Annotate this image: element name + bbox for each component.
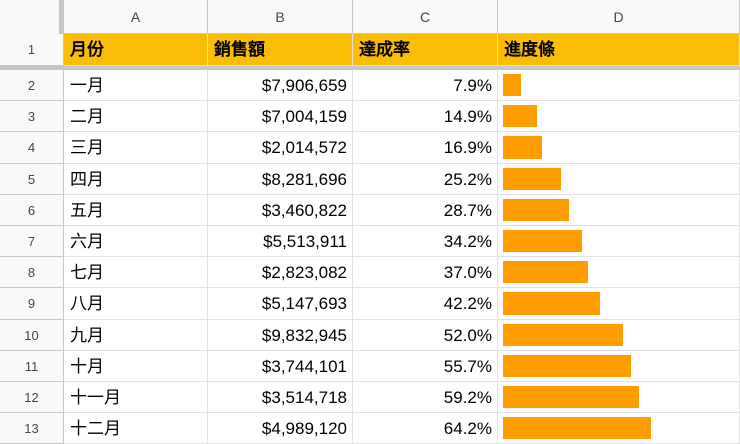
progress-cell[interactable]: [498, 320, 740, 351]
header-cell-sales[interactable]: 銷售額: [208, 34, 353, 66]
month-cell[interactable]: 四月: [64, 164, 208, 195]
month-cell[interactable]: 六月: [64, 226, 208, 257]
progress-cell[interactable]: [498, 101, 740, 132]
row-header[interactable]: 13: [0, 413, 64, 444]
progress-bar: [503, 417, 651, 439]
sales-cell[interactable]: $5,147,693: [208, 288, 353, 320]
column-header-bar: A B C D: [0, 0, 740, 34]
progress-cell[interactable]: [498, 226, 740, 257]
rate-cell[interactable]: 28.7%: [353, 195, 498, 226]
row-header[interactable]: 7: [0, 226, 64, 257]
month-cell[interactable]: 十二月: [64, 413, 208, 444]
month-cell[interactable]: 八月: [64, 288, 208, 320]
progress-cell[interactable]: [498, 351, 740, 382]
row-header[interactable]: 5: [0, 164, 64, 195]
row-header[interactable]: 4: [0, 132, 64, 164]
rate-cell[interactable]: 16.9%: [353, 132, 498, 164]
month-cell[interactable]: 九月: [64, 320, 208, 351]
column-header-d[interactable]: D: [498, 0, 740, 34]
sales-cell[interactable]: $3,744,101: [208, 351, 353, 382]
progress-cell[interactable]: [498, 288, 740, 320]
sales-cell[interactable]: $5,513,911: [208, 226, 353, 257]
progress-bar: [503, 386, 639, 408]
progress-bar: [503, 199, 569, 221]
rate-cell[interactable]: 37.0%: [353, 257, 498, 288]
rate-cell[interactable]: 59.2%: [353, 382, 498, 413]
progress-cell[interactable]: [498, 413, 740, 444]
rate-cell[interactable]: 7.9%: [353, 70, 498, 101]
progress-cell[interactable]: [498, 164, 740, 195]
progress-bar: [503, 355, 631, 377]
rate-cell[interactable]: 42.2%: [353, 288, 498, 320]
sales-cell[interactable]: $9,832,945: [208, 320, 353, 351]
progress-bar: [503, 292, 600, 315]
header-cell-month[interactable]: 月份: [64, 34, 208, 66]
sales-cell[interactable]: $2,823,082: [208, 257, 353, 288]
progress-bar: [503, 105, 537, 127]
month-cell[interactable]: 七月: [64, 257, 208, 288]
progress-bar: [503, 230, 582, 252]
column-header-b[interactable]: B: [208, 0, 353, 34]
sales-cell[interactable]: $4,989,120: [208, 413, 353, 444]
sales-cell[interactable]: $2,014,572: [208, 132, 353, 164]
rate-cell[interactable]: 25.2%: [353, 164, 498, 195]
rate-cell[interactable]: 14.9%: [353, 101, 498, 132]
rate-cell[interactable]: 55.7%: [353, 351, 498, 382]
frozen-row-divider[interactable]: [0, 66, 740, 70]
progress-bar: [503, 324, 623, 346]
row-header-1[interactable]: 1: [0, 34, 64, 66]
month-cell[interactable]: 十月: [64, 351, 208, 382]
sales-cell[interactable]: $8,281,696: [208, 164, 353, 195]
month-cell[interactable]: 二月: [64, 101, 208, 132]
row-header[interactable]: 3: [0, 101, 64, 132]
header-cell-rate[interactable]: 達成率: [353, 34, 498, 66]
rate-cell[interactable]: 34.2%: [353, 226, 498, 257]
select-all-corner[interactable]: [0, 0, 64, 34]
progress-cell[interactable]: [498, 132, 740, 164]
progress-bar: [503, 136, 542, 159]
row-header[interactable]: 11: [0, 351, 64, 382]
sales-cell[interactable]: $7,004,159: [208, 101, 353, 132]
month-cell[interactable]: 三月: [64, 132, 208, 164]
progress-cell[interactable]: [498, 70, 740, 101]
progress-bar: [503, 168, 561, 190]
sales-cell[interactable]: $3,514,718: [208, 382, 353, 413]
progress-cell[interactable]: [498, 195, 740, 226]
row-header[interactable]: 12: [0, 382, 64, 413]
progress-cell[interactable]: [498, 257, 740, 288]
progress-cell[interactable]: [498, 382, 740, 413]
progress-bar: [503, 261, 588, 283]
month-cell[interactable]: 十一月: [64, 382, 208, 413]
sales-cell[interactable]: $3,460,822: [208, 195, 353, 226]
column-header-a[interactable]: A: [64, 0, 208, 34]
rate-cell[interactable]: 52.0%: [353, 320, 498, 351]
progress-bar: [503, 74, 521, 96]
row-header[interactable]: 10: [0, 320, 64, 351]
header-cell-progress[interactable]: 進度條: [498, 34, 740, 66]
row-header[interactable]: 2: [0, 70, 64, 101]
sales-cell[interactable]: $7,906,659: [208, 70, 353, 101]
month-cell[interactable]: 一月: [64, 70, 208, 101]
row-header[interactable]: 9: [0, 288, 64, 320]
row-header[interactable]: 6: [0, 195, 64, 226]
rate-cell[interactable]: 64.2%: [353, 413, 498, 444]
column-header-c[interactable]: C: [353, 0, 498, 34]
month-cell[interactable]: 五月: [64, 195, 208, 226]
row-header[interactable]: 8: [0, 257, 64, 288]
